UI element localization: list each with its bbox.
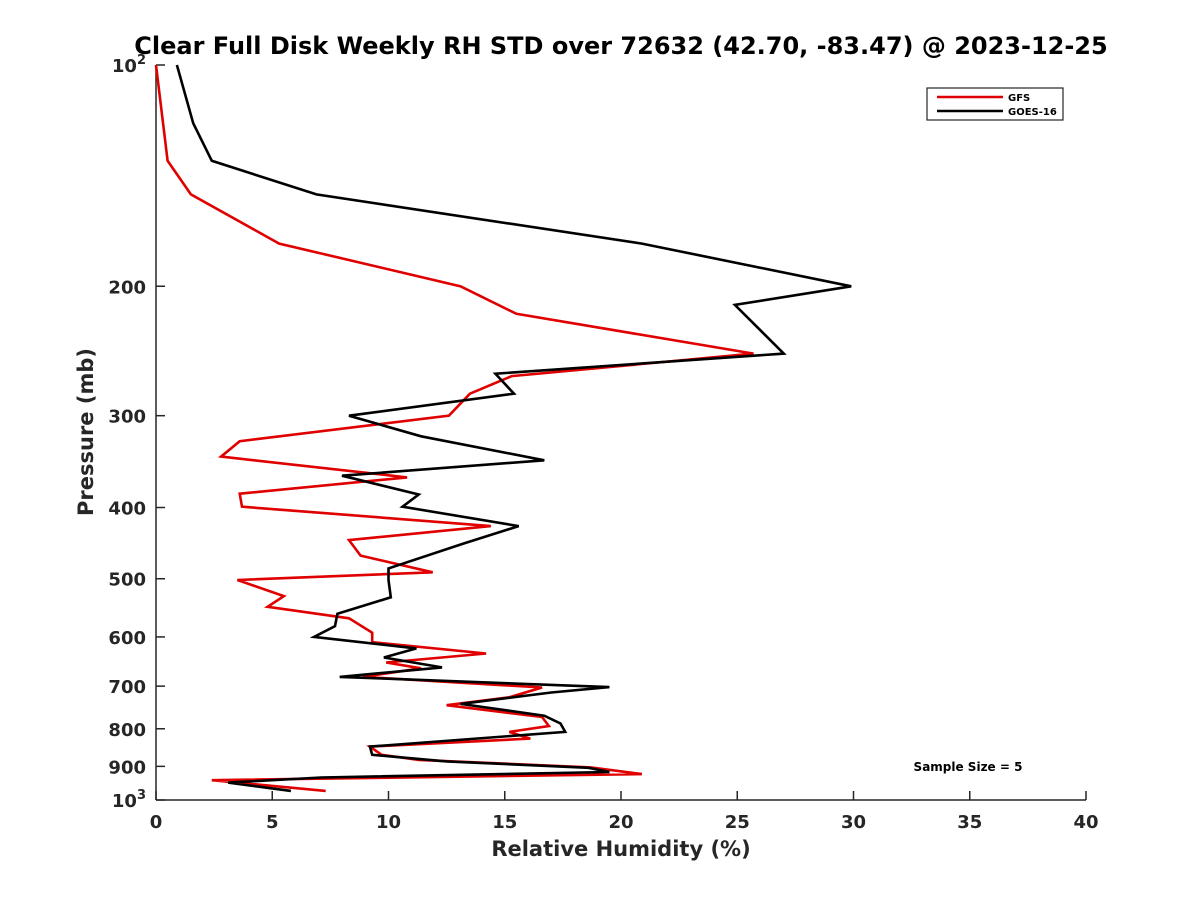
x-tick-label: 40 (1073, 812, 1098, 833)
chart-title: Clear Full Disk Weekly RH STD over 72632… (134, 32, 1107, 60)
y-tick-label: 600 (108, 628, 146, 649)
y-tick-label: 200 (108, 277, 146, 298)
y-tick-label: 900 (108, 757, 146, 778)
legend-box (926, 87, 1064, 121)
y-tick-label: 500 (108, 570, 146, 591)
x-tick-label: 30 (841, 812, 866, 833)
x-tick-label: 0 (150, 812, 163, 833)
y-tick-label: 800 (108, 720, 146, 741)
legend-label-gfs: GFS (1008, 93, 1030, 104)
y-tick-label: 102 (112, 53, 146, 77)
sample-size-annotation: Sample Size = 5 (914, 760, 1023, 774)
legend: GFS GOES-16 (926, 87, 1064, 121)
x-tick-label: 5 (266, 812, 279, 833)
series-line-gfs (154, 64, 754, 793)
x-tick-label: 25 (725, 812, 750, 833)
x-tick-label: 15 (492, 812, 517, 833)
x-tick-label: 20 (608, 812, 633, 833)
y-tick-label: 300 (108, 407, 146, 428)
y-tick-label: 103 (112, 788, 146, 812)
y-tick-label: 700 (108, 677, 146, 698)
y-axis-ticks: 102 200 300 400 500 600 700 800 900 103 (108, 53, 165, 812)
series-line-goes16 (175, 64, 852, 793)
x-tick-label: 35 (957, 812, 982, 833)
series-lines (154, 64, 852, 793)
y-tick-label: 400 (108, 499, 146, 520)
x-axis-ticks: 0 5 10 15 20 25 30 35 40 (150, 791, 1099, 833)
y-axis-label: Pressure (mb) (74, 348, 98, 516)
x-axis-label: Relative Humidity (%) (491, 837, 750, 861)
x-tick-label: 10 (376, 812, 401, 833)
plot-area: 0 5 10 15 20 25 30 35 40 102 200 300 400 500 600 700 80… (108, 53, 1098, 833)
legend-label-goes16: GOES-16 (1008, 107, 1057, 118)
